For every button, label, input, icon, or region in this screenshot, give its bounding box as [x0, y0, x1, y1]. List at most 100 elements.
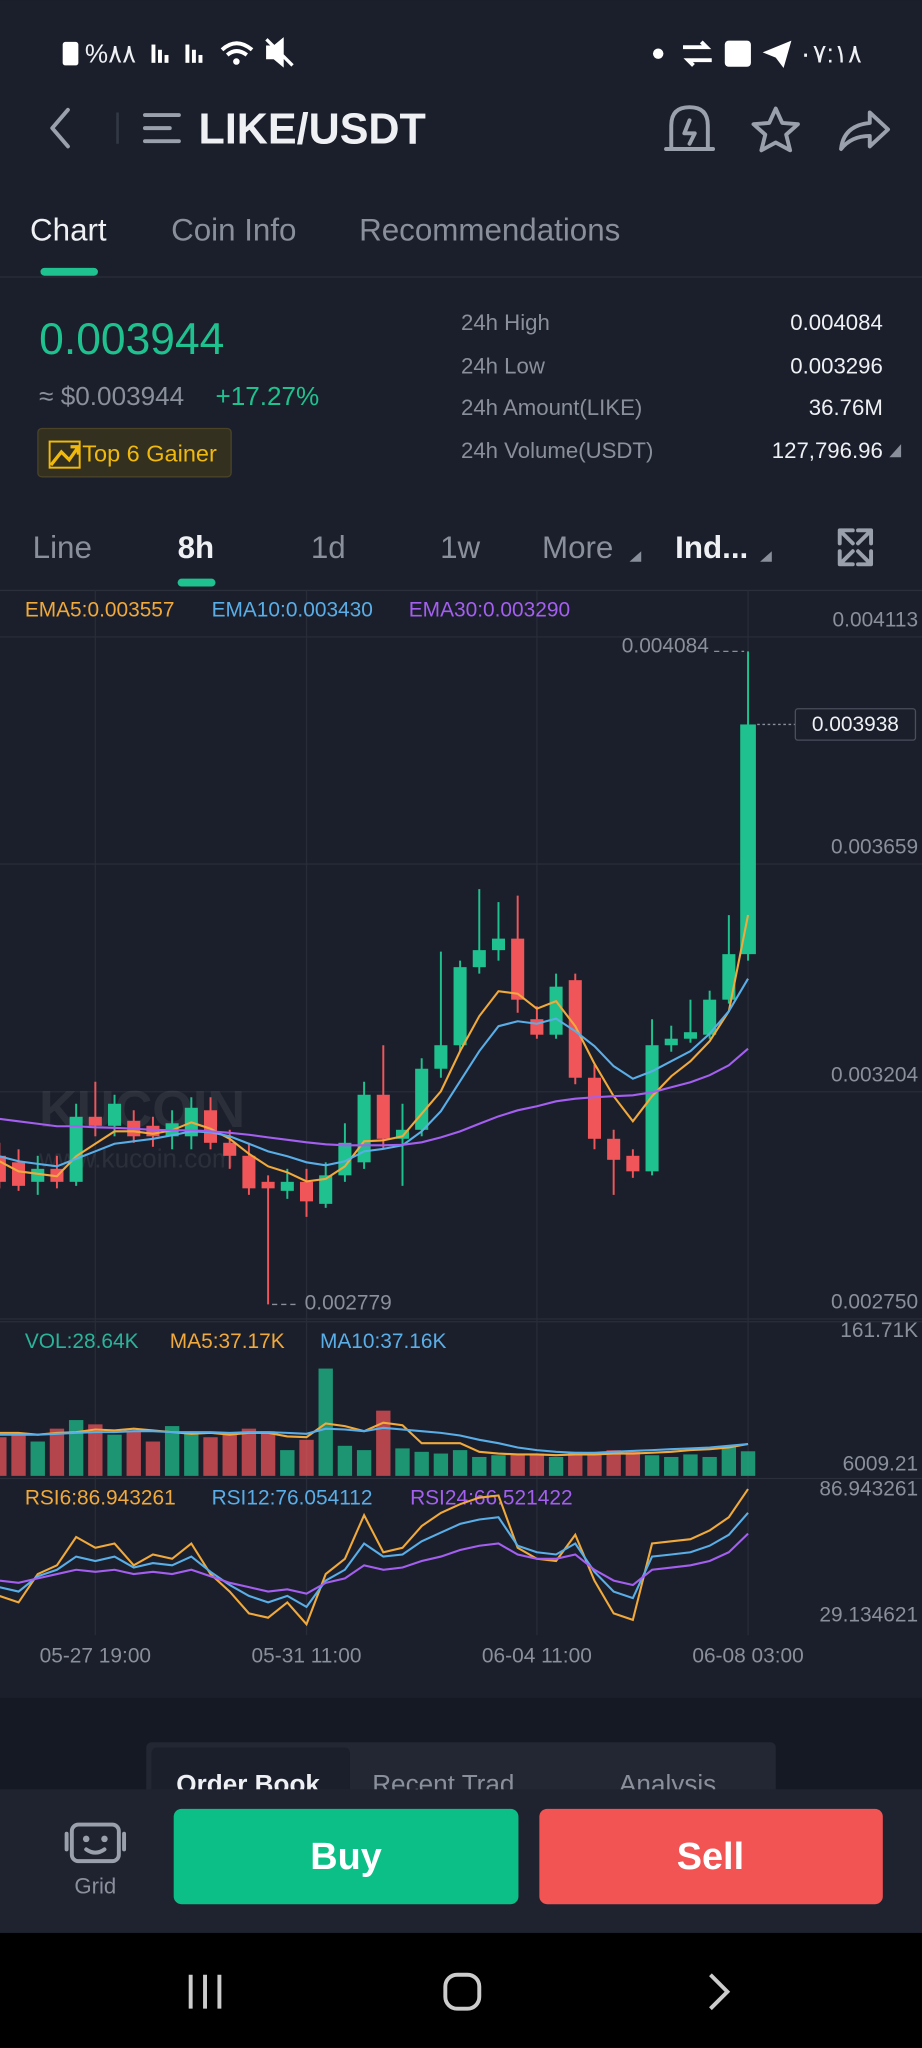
candle-body	[453, 967, 467, 1046]
nav-recents[interactable]	[188, 1974, 222, 2009]
candle-body	[549, 986, 563, 1035]
legend-entry: EMA5:0.003557	[25, 599, 175, 622]
volume-bar	[529, 1453, 545, 1476]
volume-bar	[164, 1426, 180, 1476]
clock: ۰۷:۱۸	[799, 39, 862, 69]
share-button[interactable]	[839, 110, 891, 151]
sell-button[interactable]	[539, 1808, 883, 1905]
volume-bar	[433, 1453, 449, 1476]
volume-bar	[30, 1441, 45, 1476]
interval-bar: Line 8h 1d 1w More Ind...	[0, 528, 922, 592]
signal-icons	[151, 44, 203, 63]
y-tick-label: 0.003659	[831, 836, 918, 859]
indicator-line	[0, 1047, 749, 1147]
candle-body	[0, 1155, 6, 1182]
tab-chart[interactable]: Chart	[30, 212, 107, 247]
stat-label: 24h Volume(USDT)	[461, 438, 653, 463]
candle-body	[261, 1181, 275, 1189]
candle-body	[338, 1142, 352, 1176]
volume-bar	[337, 1445, 353, 1476]
volume-bar	[568, 1451, 583, 1476]
volume-bar	[356, 1450, 372, 1476]
stat-label: 24h Amount(LIKE)	[461, 395, 642, 420]
indicator-line	[0, 914, 750, 1183]
volume-bar	[49, 1428, 65, 1476]
x-tick-label: 06-08 03:00	[692, 1645, 803, 1668]
candle-body	[108, 1103, 122, 1126]
fullscreen-button[interactable]	[837, 528, 874, 567]
grid-icon[interactable]	[69, 1822, 121, 1864]
grid-label[interactable]: Grid	[74, 1873, 116, 1898]
x-tick-label: 05-27 19:00	[40, 1645, 151, 1668]
candle-body	[319, 1175, 333, 1204]
interval-indicator	[177, 578, 216, 587]
volume-bar	[376, 1410, 391, 1476]
candle-body	[568, 980, 582, 1078]
volume-bar	[318, 1368, 333, 1476]
volume-bar	[683, 1454, 698, 1476]
header: LIKE/USDT	[50, 105, 891, 153]
indicators[interactable]: Ind...	[675, 530, 748, 565]
candle-body	[415, 1068, 429, 1130]
interval[interactable]: Line	[33, 530, 92, 565]
candle-body	[146, 1125, 160, 1137]
interval-more[interactable]: More	[542, 530, 613, 565]
candle-body	[645, 1045, 659, 1172]
menu-button[interactable]	[143, 113, 181, 144]
candle-body	[472, 950, 486, 968]
volume-bar	[740, 1451, 756, 1476]
candle-body	[664, 1038, 678, 1046]
low-label: 0.002779	[305, 1292, 392, 1315]
volume-bar	[702, 1456, 717, 1476]
indicator-line	[0, 978, 749, 1168]
buy-button[interactable]	[173, 1808, 519, 1905]
y-tick-label: 0.004113	[833, 608, 919, 631]
volume-bar	[625, 1451, 641, 1476]
mute-icon	[265, 37, 294, 68]
grid-icon-detail	[64, 1831, 127, 1855]
stat-value: 0.003296	[790, 353, 883, 378]
candle-body	[242, 1155, 256, 1189]
indicator-line	[0, 1426, 749, 1454]
interval[interactable]: 1w	[440, 530, 480, 565]
volume-bar	[664, 1456, 679, 1476]
interval-active[interactable]: 8h	[178, 530, 215, 565]
last-price: 0.003944	[39, 315, 224, 364]
y-tick-label: 0.003204	[831, 1063, 918, 1086]
buy-label[interactable]: Buy	[310, 1836, 382, 1878]
grid-icon-eye	[101, 1835, 108, 1843]
volume-bar	[299, 1439, 314, 1476]
nav-back[interactable]	[709, 1973, 731, 2011]
navigation-bar	[0, 1932, 922, 2048]
sell-label[interactable]: Sell	[677, 1836, 744, 1878]
alert-button[interactable]	[664, 105, 716, 151]
candle-body	[703, 999, 717, 1035]
candle-body	[299, 1181, 314, 1202]
volume-bar	[414, 1451, 429, 1476]
volume-bar	[107, 1434, 122, 1476]
nav-bg	[0, 1932, 922, 2048]
badge[interactable]	[37, 427, 232, 478]
back-button[interactable]	[50, 107, 70, 149]
tab-recommendations[interactable]: Recommendations	[359, 212, 620, 247]
fiat-price: ≈ $0.003944	[39, 381, 184, 411]
favorite-button[interactable]	[751, 106, 800, 153]
tab-coin-info[interactable]: Coin Info	[171, 212, 296, 247]
candle-body	[88, 1116, 102, 1126]
battery-icon	[62, 41, 79, 66]
candle-body	[223, 1142, 237, 1156]
last-price-box	[794, 708, 917, 741]
volume-bar	[587, 1454, 602, 1476]
candle-body	[203, 1110, 218, 1143]
volume-bar	[88, 1424, 103, 1476]
status-bar: %۸۸ ۰۷:۱۸	[62, 37, 862, 69]
x-tick-label: 06-04 11:00	[482, 1645, 592, 1668]
indicator-line	[0, 1421, 749, 1457]
interval[interactable]: 1d	[311, 530, 346, 565]
legend-entry: EMA10:0.003430	[212, 599, 373, 622]
y-tick-label: 6009.21	[843, 1453, 918, 1476]
volume-bar	[721, 1445, 737, 1476]
volume-bar	[472, 1456, 487, 1476]
nav-home[interactable]	[443, 1972, 482, 2011]
tabs: Chart Coin Info Recommendations	[0, 212, 922, 278]
